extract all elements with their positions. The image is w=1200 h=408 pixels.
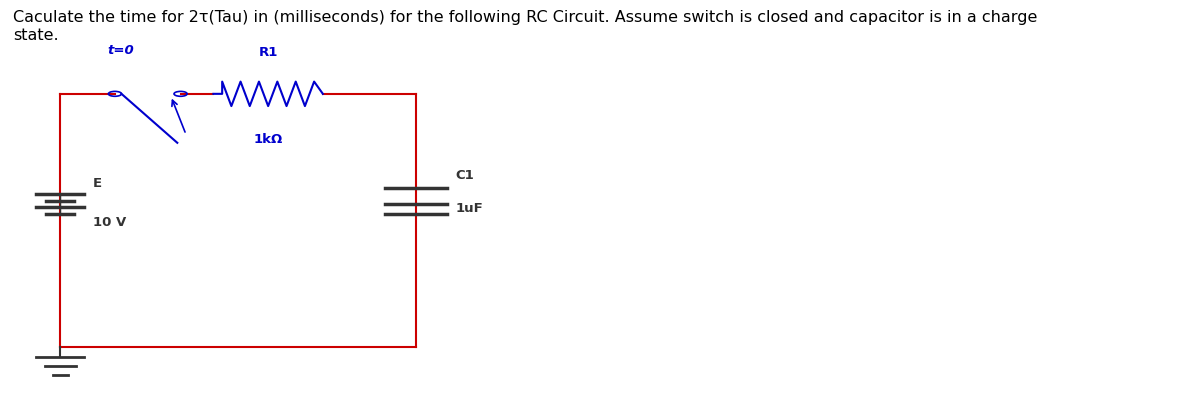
Text: 1uF: 1uF: [455, 202, 484, 215]
Text: 10 V: 10 V: [94, 216, 126, 229]
Text: C1: C1: [455, 169, 474, 182]
Text: E: E: [94, 177, 102, 190]
Text: t=0: t=0: [107, 44, 133, 57]
Text: R1: R1: [258, 46, 278, 59]
Text: 1kΩ: 1kΩ: [253, 133, 283, 146]
Text: Caculate the time for 2τ(Tau) in (milliseconds) for the following RC Circuit. As: Caculate the time for 2τ(Tau) in (millis…: [13, 10, 1038, 42]
